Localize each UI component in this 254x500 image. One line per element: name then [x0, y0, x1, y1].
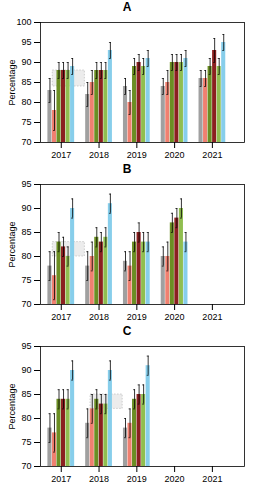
- svg-text:2019: 2019: [127, 312, 147, 322]
- svg-text:75: 75: [21, 275, 31, 285]
- svg-text:90: 90: [21, 203, 31, 213]
- svg-text:70: 70: [21, 299, 31, 309]
- svg-text:2021: 2021: [202, 312, 222, 322]
- svg-text:80: 80: [21, 97, 31, 107]
- svg-text:70: 70: [21, 461, 31, 471]
- svg-text:2018: 2018: [89, 150, 109, 160]
- svg-text:2020: 2020: [165, 474, 185, 484]
- svg-text:2017: 2017: [51, 312, 71, 322]
- svg-text:100: 100: [16, 17, 31, 27]
- svg-text:2019: 2019: [127, 150, 147, 160]
- svg-text:95: 95: [21, 179, 31, 189]
- svg-text:95: 95: [21, 341, 31, 351]
- svg-text:95: 95: [21, 37, 31, 47]
- html-text:C: C: [122, 324, 132, 338]
- svg-text:85: 85: [21, 227, 31, 237]
- svg-text:2019: 2019: [127, 474, 147, 484]
- svg-text:2017: 2017: [51, 150, 71, 160]
- svg-text:2017: 2017: [51, 474, 71, 484]
- html-text:B: B: [122, 162, 132, 176]
- svg-text:2018: 2018: [89, 474, 109, 484]
- svg-text:Percentage: Percentage: [7, 221, 17, 267]
- svg-text:80: 80: [21, 413, 31, 423]
- svg-text:2021: 2021: [202, 150, 222, 160]
- svg-text:85: 85: [21, 77, 31, 87]
- svg-text:80: 80: [21, 251, 31, 261]
- svg-text:70: 70: [21, 137, 31, 147]
- svg-text:2020: 2020: [165, 312, 185, 322]
- svg-text:75: 75: [21, 437, 31, 447]
- html-text:A: A: [122, 0, 132, 14]
- svg-text:90: 90: [21, 57, 31, 67]
- svg-text:90: 90: [21, 365, 31, 375]
- svg-text:75: 75: [21, 117, 31, 127]
- svg-text:Percentage: Percentage: [7, 383, 17, 429]
- svg-text:2018: 2018: [89, 312, 109, 322]
- svg-text:2021: 2021: [202, 474, 222, 484]
- svg-text:Percentage: Percentage: [7, 59, 17, 105]
- svg-text:2020: 2020: [165, 150, 185, 160]
- svg-text:85: 85: [21, 389, 31, 399]
